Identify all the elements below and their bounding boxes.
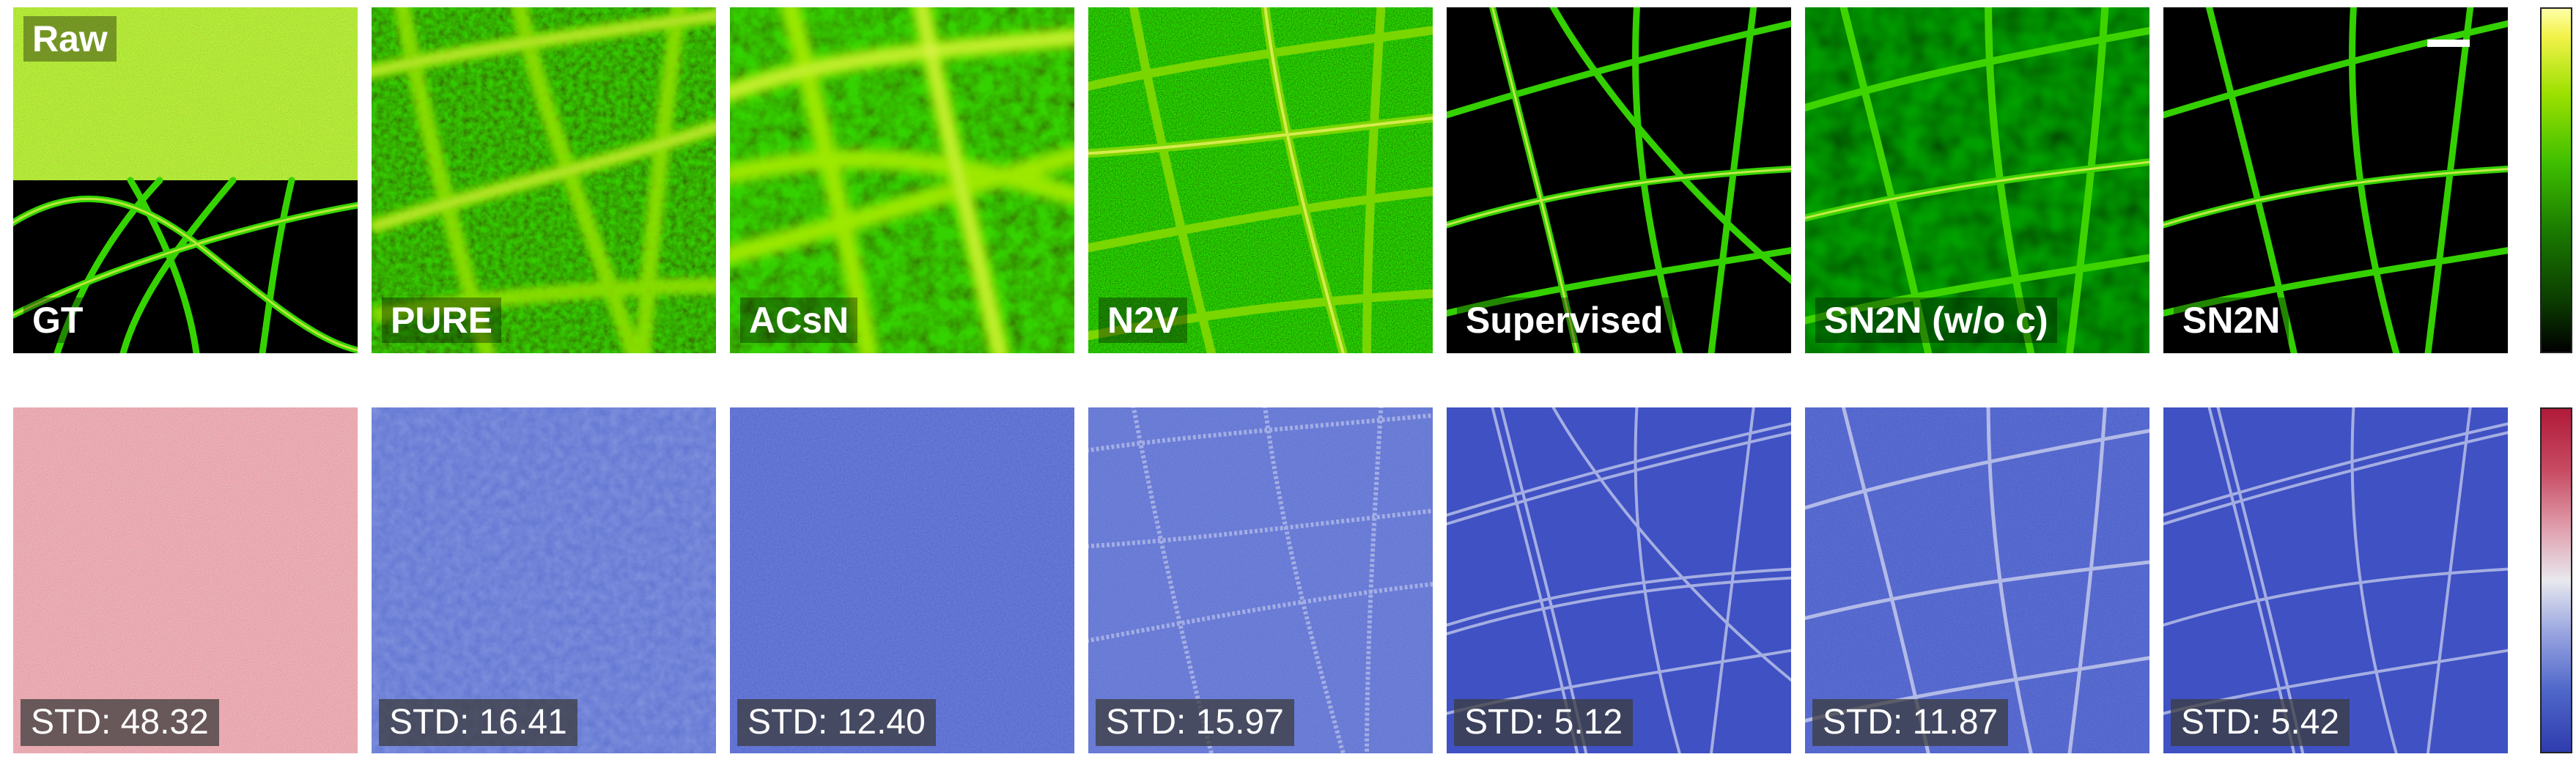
std-panel-pure: STD: 16.41 [372,407,716,753]
panel-acsn: ACsN [730,7,1074,353]
sn2n-label: SN2N [2174,298,2289,343]
n2v-image [1088,7,1433,353]
raw-label: Raw [23,16,117,62]
std-value: STD: 12.40 [737,699,936,746]
std-value: STD: 15.97 [1096,699,1294,746]
std-panel-sn2n-woc: STD: 11.87 [1805,407,2149,753]
pure-label: PURE [382,298,501,343]
std-value: STD: 11.87 [1812,699,2009,746]
sn2n-woc-image [1805,7,2149,353]
std-map-raw [13,407,358,753]
std-map-pure [372,407,716,753]
scale-bar [2427,40,2470,47]
std-colorbar [2540,407,2572,753]
std-panel-sn2n: STD: 5.42 [2163,407,2508,753]
sn2n-image [2163,7,2508,353]
std-value: STD: 16.41 [379,699,577,746]
intensity-colorbar [2540,7,2572,353]
std-panel-raw: STD: 48.32 [13,407,358,753]
panel-raw-gt: Raw GT [13,7,358,353]
n2v-label: N2V [1099,298,1188,343]
std-panel-acsn: STD: 12.40 [730,407,1074,753]
std-map-sn2n [2163,407,2508,753]
panel-sn2n-woc: SN2N (w/o c) [1805,7,2149,353]
std-value: STD: 48.32 [21,699,219,746]
raw-gt-image [13,7,358,353]
panel-n2v: N2V [1088,7,1433,353]
std-value: STD: 5.12 [1454,699,1634,746]
std-map-sn2n-woc [1805,407,2149,753]
supervised-image [1447,7,1791,353]
panel-sn2n: SN2N [2163,7,2508,353]
acsn-image [730,7,1074,353]
gt-label: GT [23,298,92,343]
supervised-label: Supervised [1457,298,1672,343]
std-map-n2v [1088,407,1433,753]
panel-supervised: Supervised [1447,7,1791,353]
std-map-supervised [1447,407,1791,753]
std-panel-n2v: STD: 15.97 [1088,407,1433,753]
panel-pure: PURE [372,7,716,353]
acsn-label: ACsN [740,298,858,343]
std-map-acsn [730,407,1074,753]
std-value: STD: 5.42 [2171,699,2350,746]
std-panel-supervised: STD: 5.12 [1447,407,1791,753]
sn2n-woc-label: SN2N (w/o c) [1815,298,2057,343]
pure-image [372,7,716,353]
